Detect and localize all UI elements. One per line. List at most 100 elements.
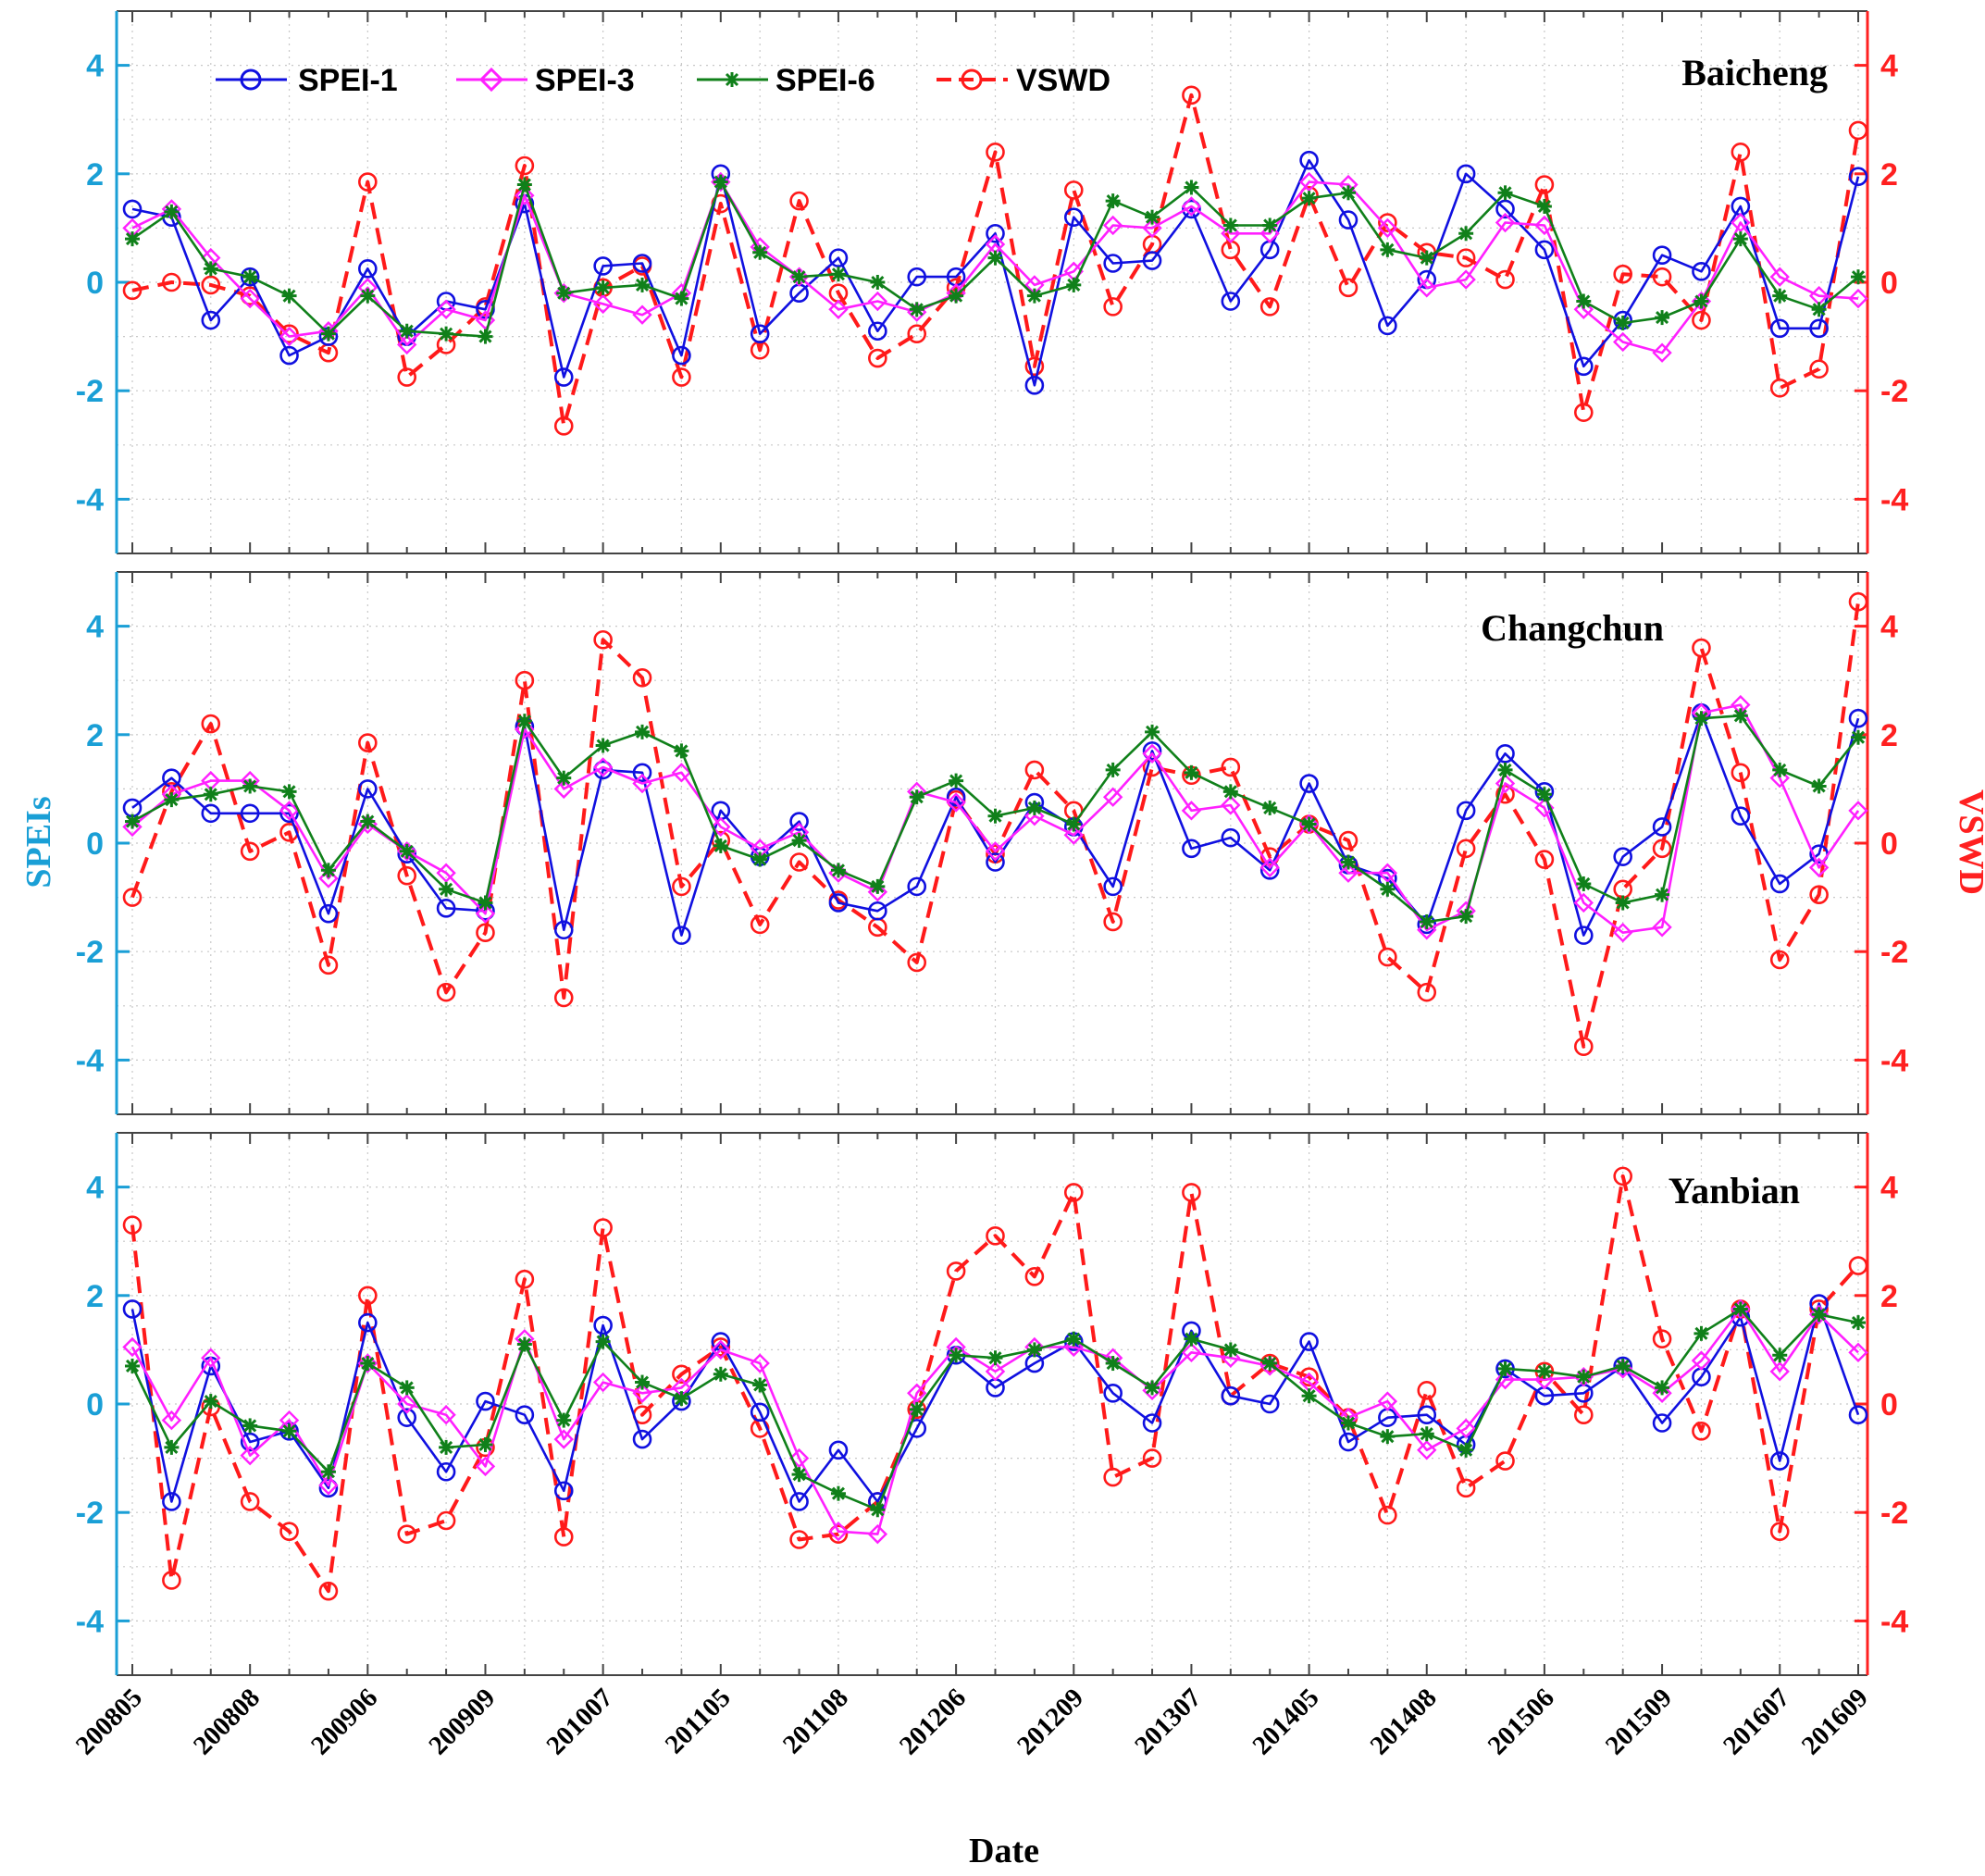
data-point-spei-3 <box>592 1372 614 1393</box>
legend-label-spei3: SPEI-3 <box>535 63 635 98</box>
x-tick-label: 200805 <box>70 1683 148 1760</box>
y-tick-label-left: -4 <box>76 1604 104 1639</box>
data-point-vswd <box>1378 213 1397 232</box>
data-point-spei-6 <box>1851 1315 1866 1331</box>
data-point-spei-6 <box>1419 913 1434 929</box>
data-point-vswd <box>711 1337 731 1357</box>
data-point-spei-1 <box>1338 210 1358 230</box>
data-point-spei-3 <box>1102 787 1123 807</box>
data-point-vswd <box>789 1530 809 1549</box>
data-point-spei-6 <box>1536 1363 1552 1379</box>
data-point-spei-6 <box>949 288 964 304</box>
data-point-vswd <box>1024 356 1045 377</box>
data-point-vswd <box>553 1527 574 1547</box>
data-point-vswd <box>358 733 378 752</box>
data-point-spei-6 <box>635 277 651 292</box>
data-point-vswd <box>122 1215 143 1235</box>
series-line-spei-1 <box>131 712 1860 937</box>
data-point-spei-1 <box>279 345 299 366</box>
data-point-spei-3 <box>1417 1440 1437 1460</box>
data-point-spei-3 <box>1808 1304 1830 1325</box>
data-point-vswd <box>1417 1381 1437 1400</box>
data-point-spei-1 <box>1534 240 1555 260</box>
data-point-spei-6 <box>1811 1307 1827 1323</box>
data-point-spei-3 <box>1652 1383 1672 1403</box>
data-point-spei-3 <box>867 291 888 312</box>
data-point-spei-3 <box>201 1348 221 1368</box>
data-point-spei-3 <box>1848 288 1868 309</box>
data-point-vswd <box>1456 1478 1476 1498</box>
x-tick-label: 201607 <box>1718 1683 1795 1760</box>
data-point-spei-3 <box>357 1353 378 1373</box>
data-point-spei-6 <box>399 323 415 339</box>
data-point-spei-1 <box>1731 806 1751 826</box>
y-tick-label-left: 4 <box>86 610 104 645</box>
data-point-spei-1 <box>1769 874 1790 894</box>
data-point-spei-6 <box>203 787 218 802</box>
data-point-vswd <box>1573 1405 1594 1425</box>
data-point-spei-6 <box>478 895 493 911</box>
data-point-spei-3 <box>161 1410 182 1431</box>
data-point-spei-6 <box>242 1418 258 1434</box>
data-point-spei-6 <box>830 267 846 282</box>
data-point-spei-3 <box>946 792 966 813</box>
series-line-vswd <box>130 1174 1860 1594</box>
data-point-spei-6 <box>752 1377 768 1393</box>
data-point-vswd <box>122 280 143 301</box>
data-point-spei-1 <box>1652 817 1672 837</box>
data-point-spei-6 <box>1380 1429 1396 1445</box>
data-point-vswd <box>240 841 260 862</box>
data-point-spei-1 <box>1692 261 1711 281</box>
data-point-spei-6 <box>1615 895 1631 911</box>
data-point-spei-1 <box>1456 164 1476 184</box>
data-point-spei-3 <box>397 334 417 355</box>
x-tick-label: 201509 <box>1600 1683 1678 1760</box>
data-point-vswd <box>515 1269 535 1289</box>
data-point-spei-3 <box>828 299 849 319</box>
x-tick-label: 201105 <box>660 1683 737 1759</box>
data-point-spei-3 <box>985 1361 1006 1382</box>
data-point-spei-3 <box>475 1456 496 1477</box>
data-point-spei-1 <box>789 1492 809 1511</box>
panel-1: 4 4 2 2 0 0 -2 -2 -4 -4 <box>76 571 1908 1115</box>
data-point-vswd <box>1063 180 1084 200</box>
data-point-vswd <box>1534 850 1555 869</box>
data-point-spei-1 <box>1259 860 1280 880</box>
data-point-spei-3 <box>1769 1361 1790 1382</box>
data-point-spei-6 <box>281 1423 297 1439</box>
data-point-vswd <box>1769 1522 1790 1542</box>
data-point-spei-6 <box>595 280 611 295</box>
data-point-spei-6 <box>399 843 415 859</box>
data-point-vswd <box>358 1286 378 1306</box>
data-point-spei-1 <box>1417 1405 1437 1425</box>
data-point-spei-6 <box>713 838 728 853</box>
data-point-spei-3 <box>1377 863 1398 883</box>
series-line-spei-3 <box>131 703 1860 934</box>
data-point-spei-6 <box>125 1358 140 1373</box>
y-tick-label-right: 2 <box>1880 157 1898 193</box>
data-point-spei-1 <box>1221 1385 1241 1406</box>
data-point-vswd <box>1692 310 1711 330</box>
data-point-spei-3 <box>1848 801 1868 821</box>
data-point-vswd <box>1692 1422 1711 1441</box>
data-point-spei-6 <box>1262 1356 1278 1372</box>
data-point-spei-6 <box>1693 293 1709 309</box>
data-point-vswd <box>1848 120 1868 141</box>
data-point-spei-1 <box>201 310 221 330</box>
data-point-spei-6 <box>1066 1331 1082 1347</box>
data-point-spei-6 <box>595 1334 611 1349</box>
data-point-spei-6 <box>164 204 180 219</box>
data-point-spei-1 <box>828 893 849 913</box>
data-point-spei-3 <box>711 171 731 193</box>
data-point-vswd <box>201 275 221 295</box>
data-point-spei-6 <box>674 291 689 306</box>
x-tick-label: 201609 <box>1796 1683 1874 1760</box>
data-point-spei-6 <box>909 1401 924 1417</box>
data-point-spei-6 <box>1693 1325 1709 1341</box>
data-point-spei-1 <box>868 901 887 921</box>
data-point-vswd <box>436 982 456 1002</box>
data-point-spei-1 <box>436 899 456 918</box>
data-point-spei-1 <box>240 1432 260 1452</box>
data-point-spei-1 <box>279 803 299 824</box>
data-point-spei-6 <box>1066 277 1082 292</box>
